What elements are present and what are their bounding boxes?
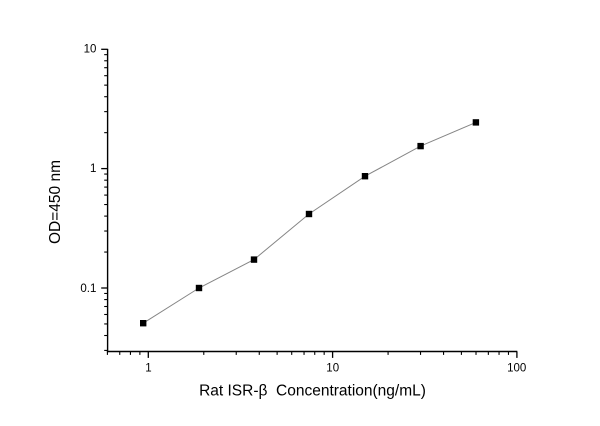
svg-text:100: 100 <box>507 362 526 374</box>
svg-text:10: 10 <box>84 44 97 56</box>
svg-text:Rat ISR-β Concentration(ng/mL: Rat ISR-β Concentration(ng/mL) <box>199 382 426 399</box>
svg-text:OD=450 nm: OD=450 nm <box>47 160 64 244</box>
svg-text:10: 10 <box>326 362 339 374</box>
svg-text:1: 1 <box>145 362 151 374</box>
svg-text:1: 1 <box>90 163 96 175</box>
svg-text:0.1: 0.1 <box>80 283 96 295</box>
